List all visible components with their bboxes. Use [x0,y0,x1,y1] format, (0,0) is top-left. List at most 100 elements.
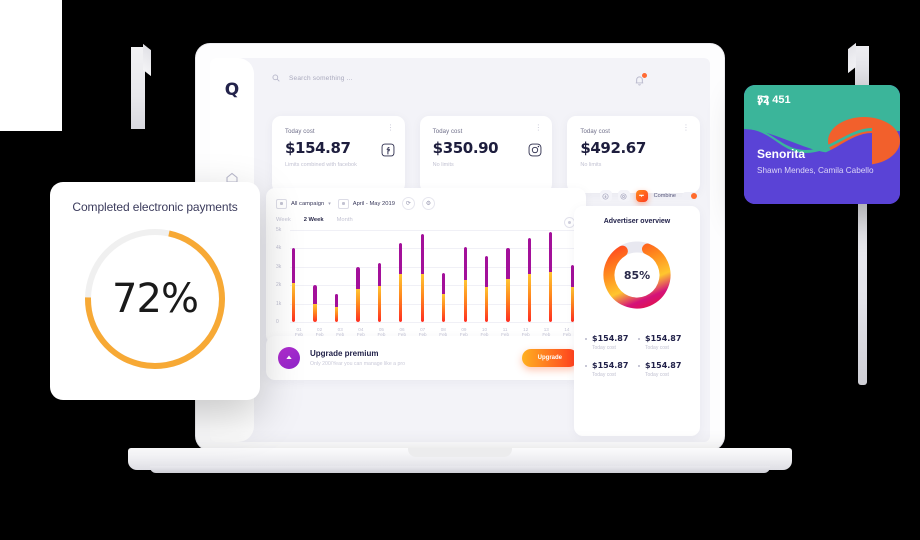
bar-segment-upper [377,263,381,287]
music-title: Senorita [757,147,806,161]
music-card-art [744,85,900,204]
bar-segment-lower [399,274,403,322]
notification-badge [641,72,648,79]
advertiser-percent: 85% [623,268,651,282]
y-axis-tick: 0 [276,319,279,325]
bar-segment-lower [442,294,446,322]
bar-segment-lower [356,288,360,322]
refresh-icon[interactable]: ⟳ [401,197,415,210]
x-axis-tick: 12 Feb [521,326,530,338]
settings-icon[interactable] [617,190,630,202]
bar-column[interactable] [377,230,381,322]
card-menu-icon[interactable]: ⋮ [682,123,691,132]
campaign-filter[interactable]: All campaign ▾ [276,198,331,209]
cost-sub: No limits [580,162,602,168]
music-card[interactable]: 52 451 Senorita Shawn Mendes, Camila Cab… [744,85,900,204]
bar [420,233,424,322]
stat-value: $154.87 [645,361,682,370]
bar [506,247,510,322]
tab-week[interactable]: Week [276,217,291,223]
bar-column[interactable] [549,230,553,322]
x-axis-tick: 08 Feb [439,326,448,338]
x-axis-tick: 07 Feb [418,326,427,338]
bar-segment-upper [313,285,317,304]
search-placeholder: Search something ... [289,74,353,82]
background-strip-left [131,47,145,129]
advertiser-title: Advertiser overview [603,218,671,225]
bar-chart: 5k 4k 3k 2k 1k 0 01 Feb 02 Feb 03 Feb 04 Feb 05 Feb 06 F… [276,227,576,338]
bar-column[interactable] [484,230,489,322]
filter-icon [276,198,287,209]
bar-column[interactable] [570,230,574,322]
bell-icon[interactable] [633,74,646,87]
bar-segment-upper [506,247,510,279]
upgrade-title: Upgrade premium [310,349,379,358]
app-logo[interactable]: Q [224,80,240,100]
bar-column[interactable] [313,230,317,322]
date-range-filter[interactable]: April - May 2019 [337,198,395,209]
stat-value: $154.87 [592,361,629,370]
download-icon[interactable] [599,190,612,202]
bar-segment-upper [442,273,446,295]
bar-segment-upper [399,242,403,275]
bar [549,231,553,322]
cost-card[interactable]: ⋮ Today cost $350.90 No limits [419,116,553,193]
x-axis-tick: 14 Feb [562,326,571,338]
combine-toggle[interactable] [682,192,698,200]
facebook-icon [381,143,395,157]
stat-item: $154.87 Today cost [584,329,637,356]
stat-label: Today cost [645,345,669,351]
grid-line [290,248,576,250]
music-listeners: 52 451 [757,94,791,106]
bar-column[interactable] [334,230,339,322]
bar-column[interactable] [399,230,403,322]
bar-column[interactable] [442,230,446,322]
bar-column[interactable] [506,230,510,322]
y-axis-tick: 1k [276,300,282,307]
search-input[interactable]: Search something ... [272,74,353,82]
layers-icon[interactable] [635,190,648,202]
advertiser-donut-chart: 85% [595,233,679,317]
bar-segment-lower [506,278,510,322]
bar-segment-lower [313,303,317,322]
bar [570,264,574,322]
laptop-base-foot [150,466,770,473]
bar-segment-upper [356,266,360,289]
card-menu-icon[interactable]: ⋮ [534,123,543,132]
tab-month[interactable]: Month [336,217,353,223]
bar-segment-upper [334,293,339,308]
x-axis-labels: 01 Feb 02 Feb 03 Feb 04 Feb 05 Feb 06 Feb 07 Feb 08 Feb… [292,327,574,338]
bar-segment-upper [292,248,296,284]
bar-column[interactable] [463,230,467,322]
upgrade-button[interactable]: Upgrade [521,349,578,367]
cost-card[interactable]: ⋮ Today cost $492.67 No limits [567,116,701,193]
settings-icon[interactable]: ⚙ [421,197,435,210]
payments-title: Completed electronic payments [72,200,238,214]
bar [334,293,339,322]
background-strip-right-top [855,46,869,94]
y-axis-tick: 4k [276,245,282,252]
upgrade-arrow-icon [278,347,300,369]
bar [442,273,446,322]
advertiser-overview-panel: Advertiser overview 85 [574,206,700,436]
home-icon[interactable] [224,170,240,186]
right-toolbar: Combine [599,190,698,202]
bar-segment-lower [420,274,424,322]
x-axis-tick: 01 Feb [295,326,303,338]
grid-line [290,266,576,268]
bar-column[interactable] [527,230,531,322]
bar [313,285,317,322]
bar-column[interactable] [420,230,424,322]
bar-segment-lower [549,272,553,322]
stat-label: Today cost [592,372,616,378]
cost-card[interactable]: ⋮ Today cost $154.87 Limits combined wit… [272,116,405,193]
tab-2week[interactable]: 2 Week [303,217,324,223]
bar-segment-lower [570,287,574,322]
cost-label: Today cost [580,129,611,135]
bar-column[interactable] [292,230,296,322]
bar-column[interactable] [356,230,360,322]
bar-segment-upper [463,246,467,280]
stat-item: $154.87 Today cost [637,356,690,383]
bar-segment-lower [292,283,296,322]
card-menu-icon[interactable]: ⋮ [386,123,395,132]
